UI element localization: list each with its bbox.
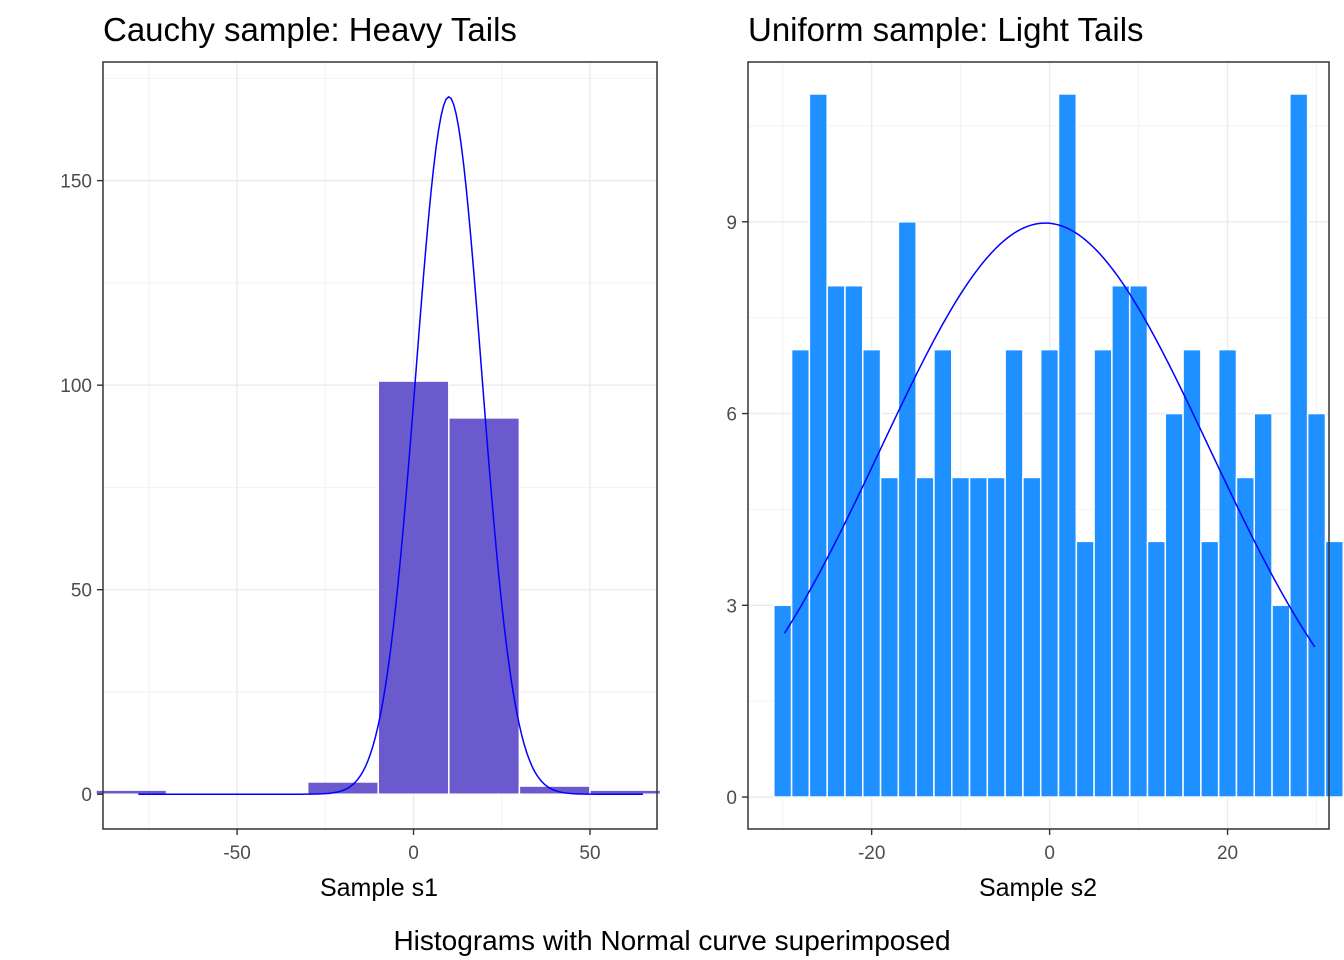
histogram-bar (1164, 412, 1184, 798)
x-tick-label: 0 (408, 843, 419, 864)
y-tick-label: 0 (726, 788, 737, 809)
cauchy-title: Cauchy sample: Heavy Tails (103, 11, 517, 48)
uniform-title: Uniform sample: Light Tails (748, 11, 1144, 48)
uniform-panel: Uniform sample: Light Tails -20 0 20 0 3 6 9 S… (726, 11, 1344, 902)
histogram-bar (773, 604, 793, 798)
y-tick-label: 100 (60, 376, 92, 397)
histogram-bar (897, 221, 917, 798)
x-tick-label: -50 (223, 843, 250, 864)
uniform-panel-border (747, 61, 1330, 830)
uniform-bars (773, 93, 1344, 798)
histogram-bar (1146, 540, 1167, 798)
uniform-x-axis-title: Sample s2 (979, 874, 1097, 902)
y-tick-label: 50 (71, 581, 92, 602)
cauchy-x-axis-title: Sample s1 (320, 874, 438, 902)
x-tick-label: 50 (579, 843, 600, 864)
histogram-bar (951, 476, 971, 798)
histogram-bar (1306, 412, 1327, 798)
histogram-bar (1022, 476, 1042, 798)
histogram-bar (968, 476, 989, 798)
histogram-bar (1075, 540, 1095, 798)
y-tick-label: 0 (81, 785, 92, 806)
figure-caption: Histograms with Normal curve superimpose… (393, 925, 950, 956)
x-tick-label: 0 (1044, 843, 1055, 864)
histogram-bar (1253, 412, 1273, 798)
histogram-bar (1128, 284, 1149, 798)
cauchy-ticks: -50 0 50 0 50 100 150 (60, 172, 600, 864)
histogram-bar (862, 348, 882, 798)
histogram-bar (915, 476, 935, 798)
histogram-bar (1271, 604, 1291, 798)
histogram-bar (1235, 476, 1256, 798)
histogram-bar (1111, 284, 1131, 798)
y-tick-label: 9 (726, 213, 737, 234)
histogram-bar (377, 380, 450, 795)
histogram-bar (933, 348, 953, 798)
cauchy-panel-border (102, 61, 658, 830)
histogram-bar (1182, 348, 1202, 798)
y-tick-label: 6 (726, 405, 737, 426)
cauchy-panel: Cauchy sample: Heavy Tails -50 0 50 0 50 100 1… (60, 11, 662, 902)
y-tick-label: 150 (60, 172, 92, 193)
x-tick-label: -20 (858, 843, 885, 864)
uniform-normal-curve (783, 222, 1316, 648)
cauchy-normal-curve (138, 95, 643, 795)
histogram-bar (1289, 93, 1309, 798)
histogram-bar (808, 93, 828, 798)
histogram-bar (1004, 348, 1024, 798)
uniform-ticks: -20 0 20 0 3 6 9 (726, 213, 1238, 864)
histogram-bar (844, 284, 864, 798)
cauchy-bars (95, 380, 662, 795)
histogram-bar (1200, 540, 1220, 798)
histogram-bar (1057, 93, 1078, 798)
histogram-bar (448, 417, 521, 795)
y-tick-label: 3 (726, 596, 737, 617)
histogram-bar (1324, 540, 1344, 798)
x-tick-label: 20 (1217, 843, 1238, 864)
histogram-bar (1093, 348, 1113, 798)
histogram-bar (790, 348, 811, 798)
histogram-bar (986, 476, 1006, 798)
histogram-bar (95, 789, 168, 795)
histogram-bar (879, 476, 900, 798)
histogram-bar (1217, 348, 1238, 798)
histogram-bar (306, 781, 379, 795)
histogram-bar (1039, 348, 1060, 798)
